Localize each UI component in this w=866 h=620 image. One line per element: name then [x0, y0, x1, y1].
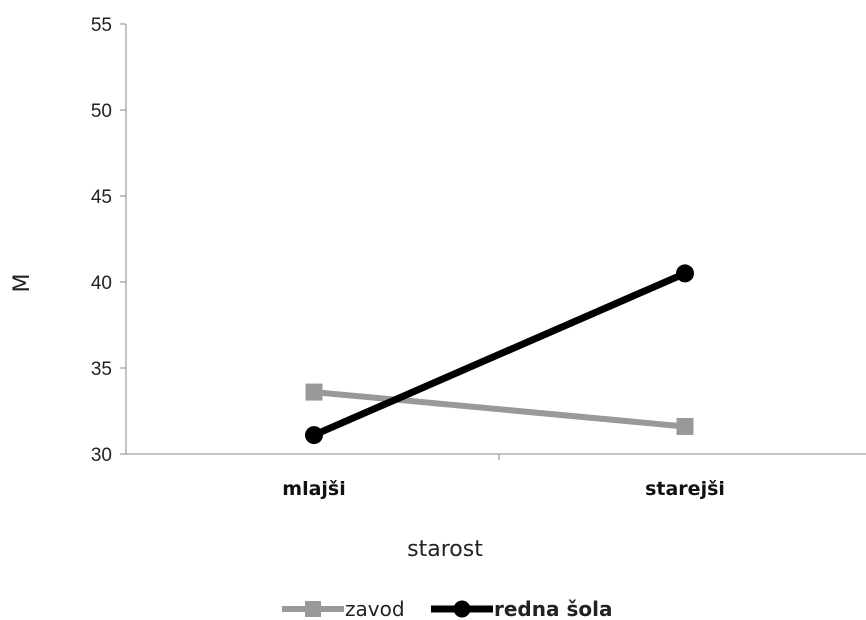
- y-tick-label: 35: [91, 359, 112, 380]
- y-tick-label: 45: [91, 187, 112, 208]
- y-ticks: 30 35 40 45 50 55: [91, 15, 126, 466]
- y-axis-title: M: [10, 274, 35, 293]
- x-category-label: mlajši: [282, 478, 345, 500]
- legend-label: redna šola: [494, 597, 612, 620]
- legend-label: zavod: [345, 597, 405, 620]
- x-category-label: starejši: [645, 478, 725, 500]
- legend-marker: [305, 601, 321, 617]
- y-tick-label: 30: [91, 445, 112, 466]
- x-categories: mlajši starejši: [282, 478, 725, 500]
- series-line: [313, 389, 686, 430]
- data-point: [676, 417, 694, 435]
- series-redna-sola: [305, 264, 694, 445]
- series-zavod: [305, 383, 694, 435]
- legend-marker: [453, 600, 471, 618]
- legend-item: redna šola: [431, 597, 612, 620]
- series-group: [305, 264, 694, 445]
- data-point: [305, 426, 323, 445]
- legend: zavod redna šola: [282, 597, 612, 620]
- series-line: [312, 270, 687, 439]
- y-tick-label: 55: [91, 15, 112, 36]
- legend-item: zavod: [282, 597, 405, 620]
- axes: [125, 24, 866, 460]
- data-point: [676, 264, 694, 283]
- y-tick-label: 40: [91, 273, 112, 294]
- x-axis-title: starost: [407, 537, 483, 562]
- data-point: [305, 383, 323, 401]
- y-tick-label: 50: [91, 101, 112, 122]
